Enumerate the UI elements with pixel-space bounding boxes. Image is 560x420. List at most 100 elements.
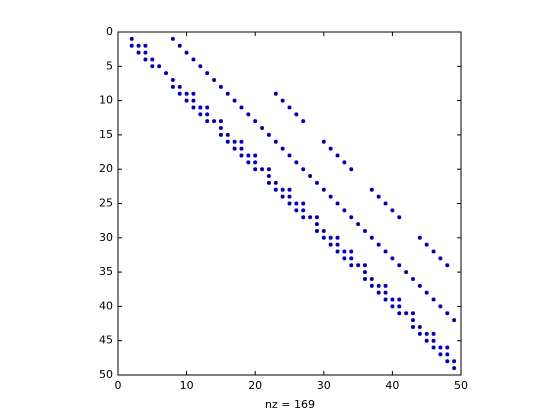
nonzero-marker [328,242,333,247]
nonzero-marker [218,132,223,137]
nonzero-marker [424,290,429,295]
y-tick-label: 30 [99,231,113,244]
nonzero-marker [349,167,354,172]
nonzero-marker [445,311,450,316]
nonzero-marker [205,71,210,76]
nonzero-marker [431,338,436,343]
nonzero-marker [273,139,278,144]
x-tick-label: 0 [115,379,122,392]
nonzero-marker [191,57,196,62]
nonzero-marker [239,139,244,144]
nonzero-marker [314,228,319,233]
nonzero-marker [328,194,333,199]
nonzero-marker [225,139,230,144]
nonzero-marker [369,187,374,192]
nonzero-marker [253,153,258,158]
nonzero-marker [342,208,347,213]
nonzero-marker [280,146,285,151]
nonzero-marker [445,263,450,268]
nonzero-marker [191,91,196,96]
nonzero-marker [205,112,210,117]
nonzero-marker [335,201,340,206]
nonzero-marker [376,283,381,288]
nonzero-marker [225,91,230,96]
nonzero-marker [301,119,306,124]
nonzero-marker [362,263,367,268]
nonzero-marker [321,235,326,240]
nonzero-marker [369,276,374,281]
y-tick-label: 0 [106,25,113,38]
nonzero-marker [253,119,258,124]
nonzero-marker [445,345,450,350]
nonzero-marker [218,119,223,124]
nonzero-marker [452,359,457,364]
nonzero-marker [342,249,347,254]
nonzero-marker [431,297,436,302]
nonzero-marker [314,222,319,227]
x-tick-label: 30 [317,379,331,392]
x-tick-label: 10 [180,379,194,392]
nonzero-marker [438,345,443,350]
nonzero-marker [349,215,354,220]
y-tick-label: 40 [99,299,113,312]
nonzero-marker [410,318,415,323]
nonzero-marker [287,201,292,206]
nonzero-marker [349,263,354,268]
nonzero-marker [198,64,203,69]
nonzero-marker [390,297,395,302]
nonzero-marker [397,304,402,309]
nonzero-marker [301,208,306,213]
nonzero-marker [424,242,429,247]
nonzero-marker [445,359,450,364]
y-tick-label: 10 [99,94,113,107]
nonzero-marker [321,187,326,192]
nonzero-marker [280,187,285,192]
nonzero-marker [287,105,292,110]
nonzero-marker [390,256,395,261]
x-tick-label: 20 [248,379,262,392]
nonzero-marker [314,180,319,185]
nonzero-marker [260,167,265,172]
nonzero-marker [294,208,299,213]
nonzero-marker [335,153,340,158]
nonzero-marker [417,283,422,288]
nonzero-marker [239,146,244,151]
nonzero-marker [383,283,388,288]
nonzero-marker [198,105,203,110]
nonzero-marker [349,249,354,254]
y-tick-label: 15 [99,128,113,141]
nonzero-marker [280,194,285,199]
nonzero-marker [328,146,333,151]
nonzero-marker [170,84,175,89]
nonzero-marker [246,153,251,158]
nonzero-marker [369,283,374,288]
nonzero-marker [335,235,340,240]
nonzero-marker [417,331,422,336]
nonzero-marker [170,78,175,83]
y-tick-label: 35 [99,265,113,278]
nonzero-marker [246,112,251,117]
nonzero-marker [404,311,409,316]
x-axis-label: nz = 169 [265,398,315,411]
nonzero-marker [266,132,271,137]
nonzero-marker [376,242,381,247]
nonzero-marker [150,64,155,69]
nonzero-marker [129,43,134,48]
nonzero-marker [143,43,148,48]
nonzero-marker [452,366,457,371]
nonzero-marker [376,290,381,295]
nonzero-marker [198,112,203,117]
nonzero-marker [212,119,217,124]
nonzero-marker [452,318,457,323]
nonzero-marker [205,119,210,124]
nonzero-marker [314,215,319,220]
nonzero-marker [260,126,265,131]
y-tick-label: 45 [99,334,113,347]
nonzero-marker [438,352,443,357]
nonzero-marker [424,338,429,343]
nonzero-marker [225,132,230,137]
nonzero-marker [136,50,141,55]
nonzero-marker [177,43,182,48]
nonzero-marker [212,78,217,83]
nonzero-marker [177,84,182,89]
